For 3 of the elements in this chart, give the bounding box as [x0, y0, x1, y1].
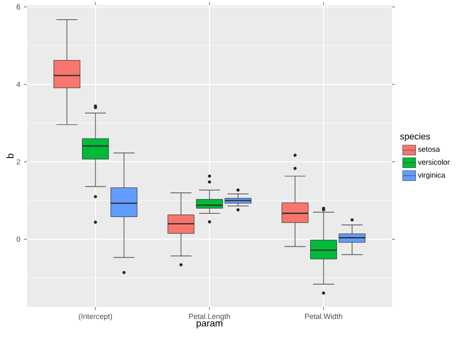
legend-title: species: [400, 132, 430, 142]
x-axis-title: param: [196, 321, 222, 328]
y-axis-title: b: [6, 154, 14, 158]
